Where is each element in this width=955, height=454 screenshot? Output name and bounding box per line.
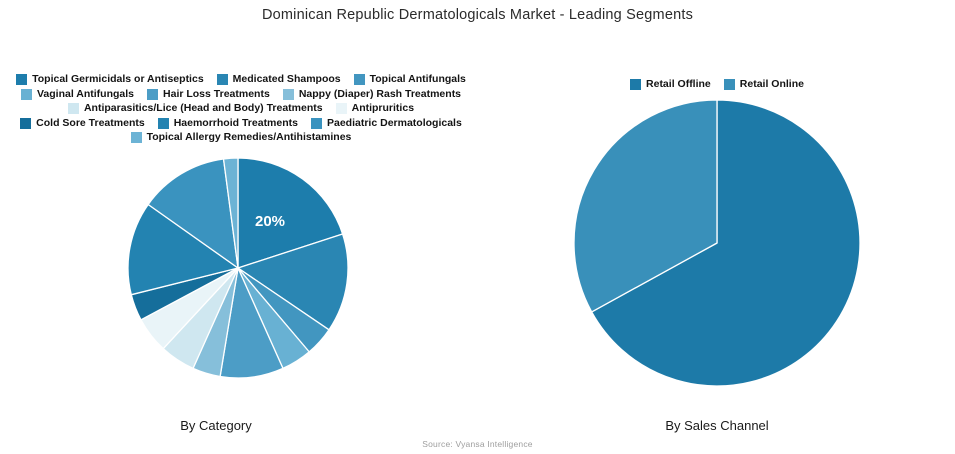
sales-channel-pie-chart xyxy=(573,99,861,387)
legend-item-antipruritics: Antipruritics xyxy=(335,102,415,115)
legend-item-cold-sore-treatments: Cold Sore Treatments xyxy=(20,116,145,130)
legend-item-topical-antifungals: Topical Antifungals xyxy=(353,73,466,86)
legend-item-nappy-diaper-rash-treatments: Nappy (Diaper) Rash Treatments xyxy=(282,87,462,101)
legend-item-medicated-shampoos: Medicated Shampoos xyxy=(216,73,341,86)
legend-label: Retail Offline xyxy=(646,78,711,90)
topical-allergy-remedies-antihistamines-swatch-icon xyxy=(130,132,142,144)
legend-label: Paediatric Dermatologicals xyxy=(327,116,462,129)
legend-item-topical-germicidals-or-antiseptics: Topical Germicidals or Antiseptics xyxy=(16,73,204,86)
antiparasitics-lice-head-and-body-treatments-swatch-icon xyxy=(67,103,79,115)
legend-item-retail-offline: Retail Offline xyxy=(630,78,711,91)
topical-germicidals-or-antiseptics-swatch-icon xyxy=(16,74,28,86)
category-pie-chart: 20% xyxy=(127,157,349,379)
hair-loss-treatments-swatch-icon xyxy=(147,88,159,100)
haemorrhoid-treatments-swatch-icon xyxy=(157,117,169,129)
legend-label: Hair Loss Treatments xyxy=(163,87,270,100)
legend-label: Haemorrhoid Treatments xyxy=(173,116,298,129)
pie-slice-retail-offline xyxy=(591,99,861,387)
vaginal-antifungals-swatch-icon xyxy=(20,88,32,100)
legend-label: Topical Allergy Remedies/Antihistamines xyxy=(146,131,352,143)
legend-label: Nappy (Diaper) Rash Treatments xyxy=(298,87,462,100)
legend-label: Topical Antifungals xyxy=(369,73,466,85)
sales-channel-caption: By Sales Channel xyxy=(665,418,769,433)
paediatric-dermatologicals-swatch-icon xyxy=(311,117,322,129)
legend-label: Retail Online xyxy=(739,78,804,90)
pie-slice-paediatric-dermatologicals xyxy=(147,158,239,269)
category-legend: Topical Germicidals or Antiseptics Medica… xyxy=(2,73,480,144)
legend-label: Antiparasitics/Lice (Head and Body) Trea… xyxy=(83,102,323,114)
legend-label: Medicated Shampoos xyxy=(232,73,341,85)
legend-item-haemorrhoid-treatments: Haemorrhoid Treatments xyxy=(157,116,298,130)
pie-slice-medicated-shampoos xyxy=(237,233,349,331)
cold-sore-treatments-swatch-icon xyxy=(20,117,32,129)
legend-label: Topical Germicidals or Antiseptics xyxy=(32,73,204,85)
legend-item-vaginal-antifungals: Vaginal Antifungals xyxy=(20,87,135,101)
legend-item-antiparasitics-lice-head-and-body-treatments: Antiparasitics/Lice (Head and Body) Trea… xyxy=(67,102,323,115)
source-note: Source: Vyansa Intelligence xyxy=(422,439,533,449)
pie-slice-topical-germicidals-or-antiseptics xyxy=(237,157,344,269)
pie-slice-topical-allergy-remedies-antihistamines xyxy=(222,157,239,269)
pie-slice-haemorrhoid-treatments xyxy=(127,203,239,296)
slice-percentage-label: 20% xyxy=(255,213,285,230)
retail-offline-swatch-icon xyxy=(630,79,642,91)
medicated-shampoos-swatch-icon xyxy=(216,74,228,86)
legend-item-topical-allergy-remedies-antihistamines: Topical Allergy Remedies/Antihistamines xyxy=(130,131,352,144)
topical-antifungals-swatch-icon xyxy=(353,74,365,86)
antipruritics-swatch-icon xyxy=(335,103,347,115)
legend-label: Cold Sore Treatments xyxy=(36,116,145,129)
legend-item-hair-loss-treatments: Hair Loss Treatments xyxy=(147,87,270,101)
legend-label: Antipruritics xyxy=(351,102,415,114)
legend-item-retail-online: Retail Online xyxy=(723,78,804,91)
pie-slice-retail-online xyxy=(573,99,718,313)
retail-online-swatch-icon xyxy=(723,79,735,91)
legend-item-paediatric-dermatologicals: Paediatric Dermatologicals xyxy=(311,116,462,130)
nappy-diaper-rash-treatments-swatch-icon xyxy=(282,88,294,100)
legend-label: Vaginal Antifungals xyxy=(36,87,135,100)
sales-channel-legend: Retail Offline Retail Online xyxy=(592,78,842,91)
chart-title: Dominican Republic Dermatologicals Marke… xyxy=(261,7,694,23)
category-caption: By Category xyxy=(180,418,252,433)
